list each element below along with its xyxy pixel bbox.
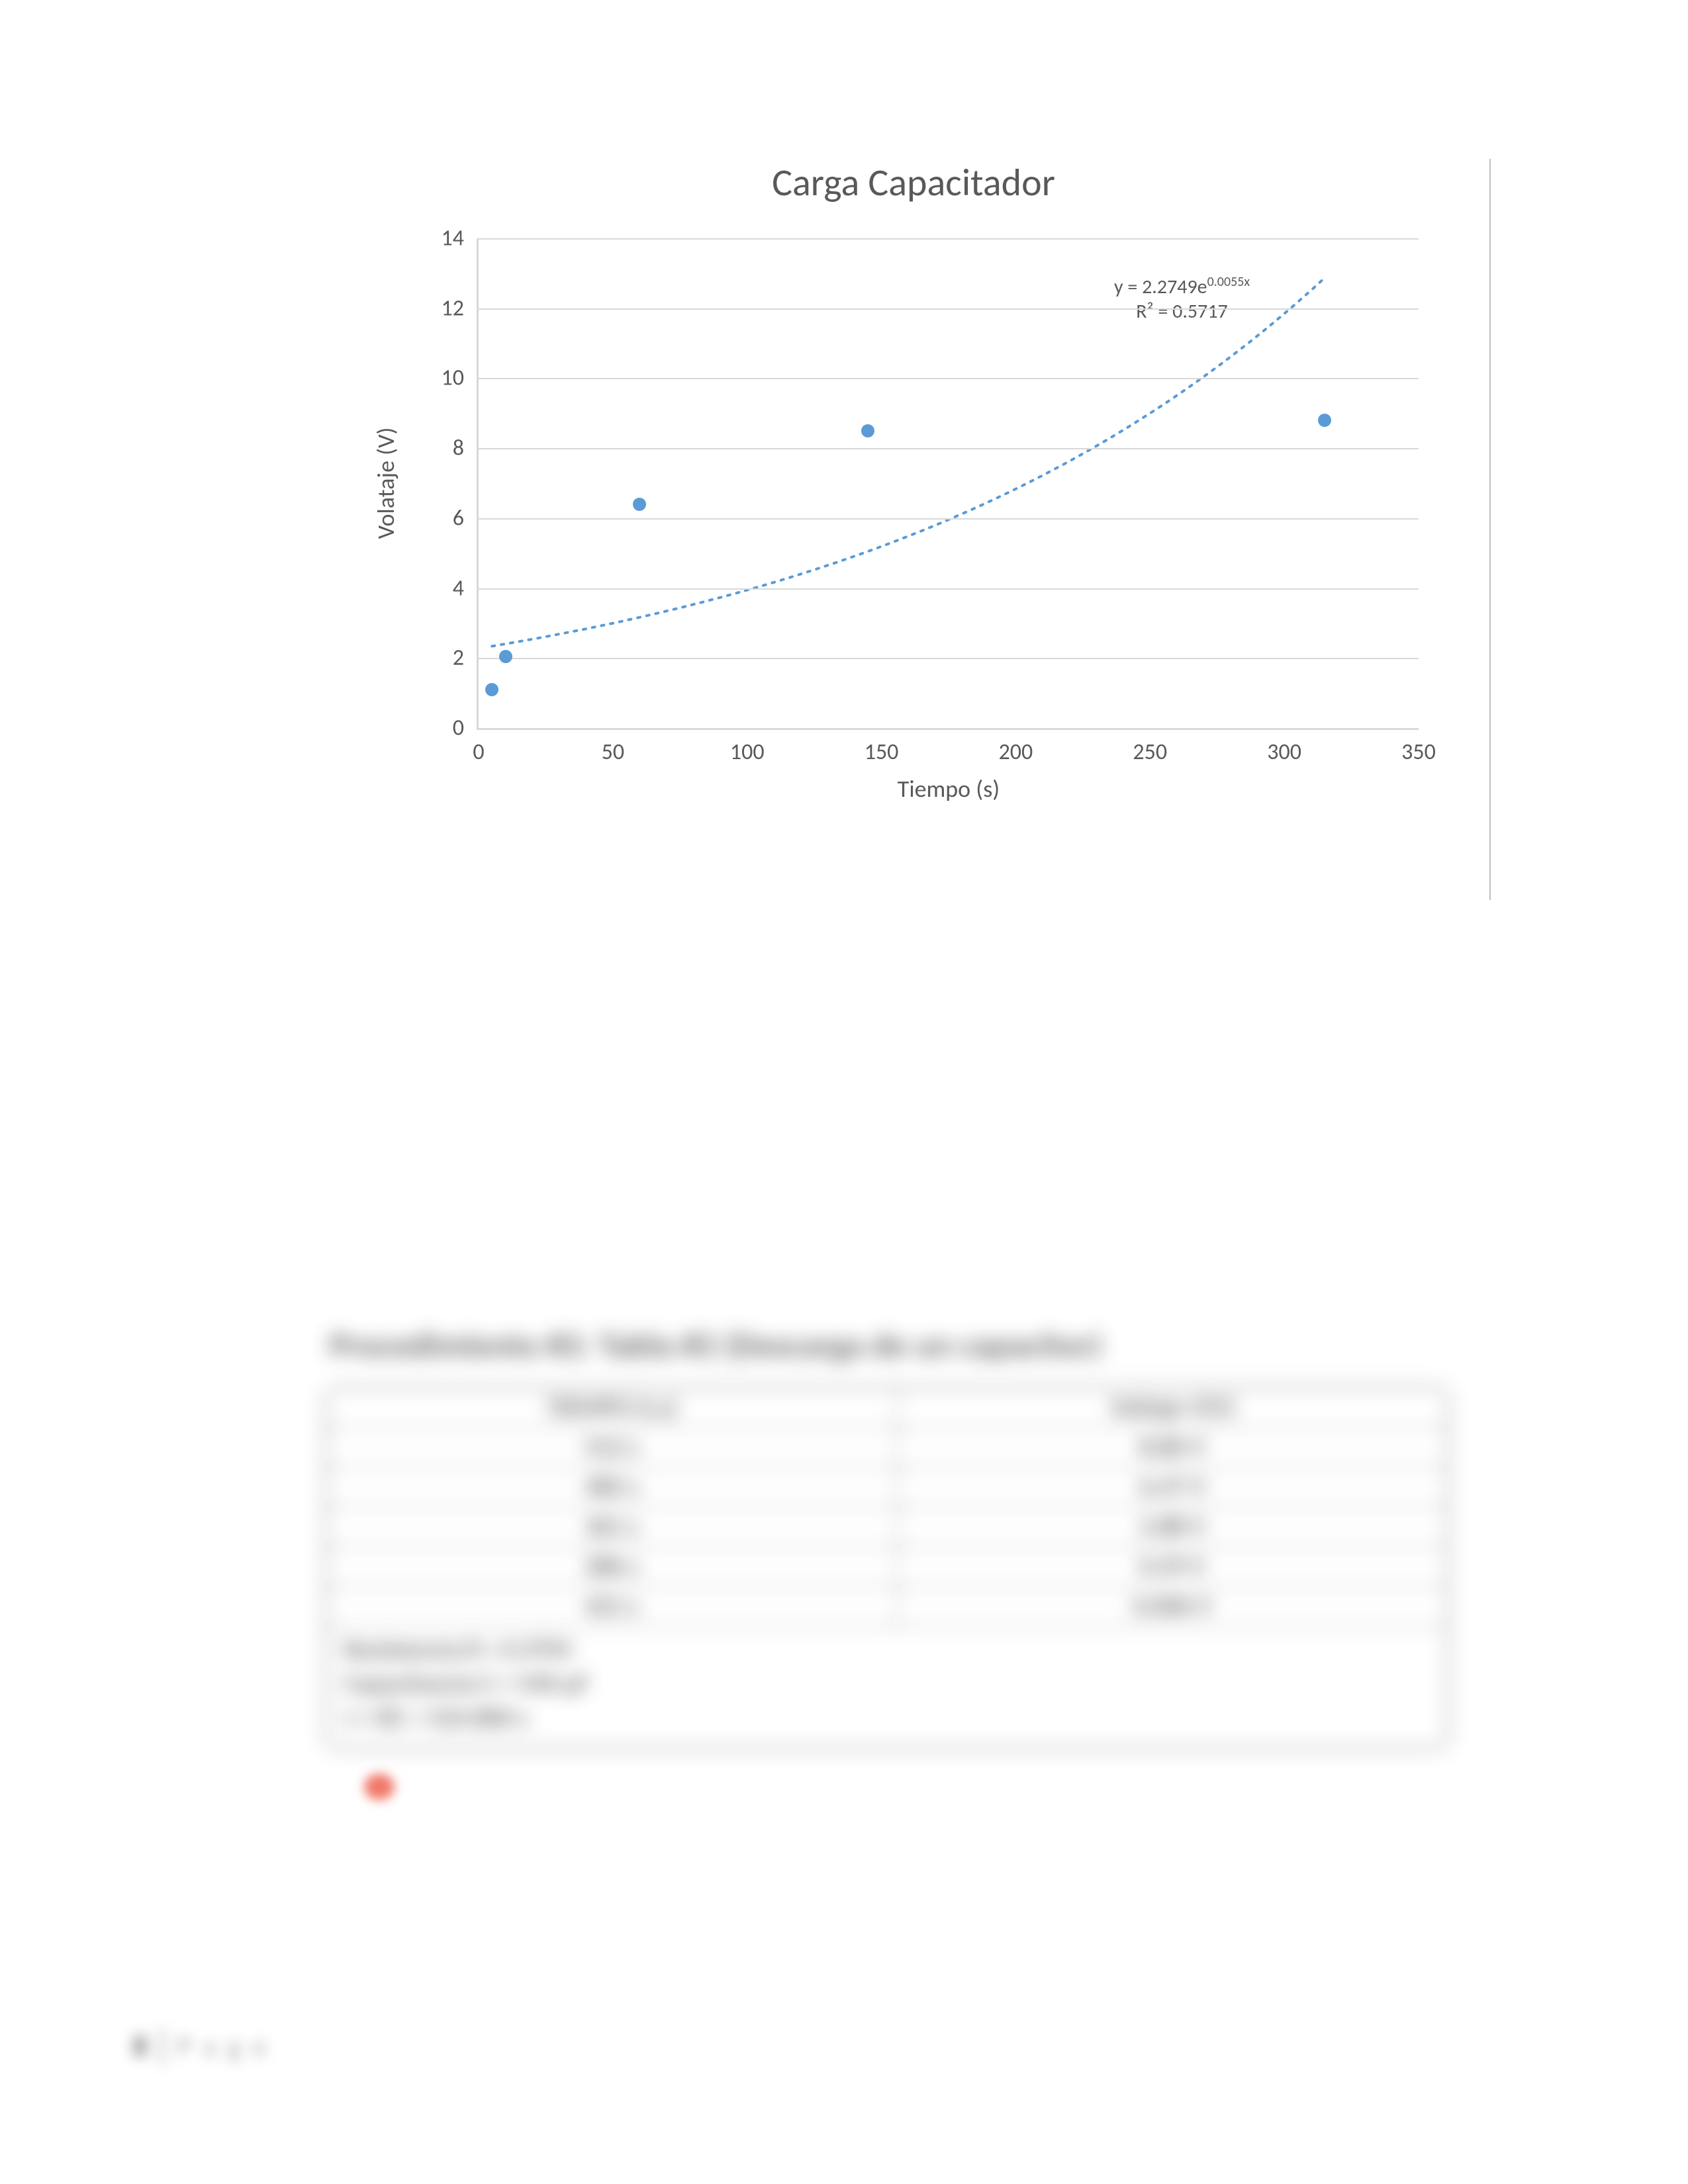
trend-eq-line2: R² = 0.5717 [1114, 299, 1250, 324]
footer-label: P a g e [177, 2030, 269, 2064]
page-number: 8 [132, 2028, 148, 2065]
y-tick-label: 2 [453, 645, 464, 672]
y-axis-title: Volataje (V) [371, 428, 400, 539]
table-row: 361 s2.88 V [326, 1507, 1448, 1547]
chart-right-border [1489, 159, 1491, 900]
trendline-equation: y = 2.2749e0.0055x R² = 0.5717 [1114, 274, 1250, 324]
table-cell: 6.47 V [897, 1467, 1448, 1507]
table-cell: 361 s [326, 1507, 897, 1547]
data-point [861, 424, 874, 437]
gridline [479, 658, 1419, 659]
table-row: 512 s8.80 V [326, 1428, 1448, 1467]
table-row: 482 s6.47 V [326, 1467, 1448, 1507]
trendline [479, 238, 1419, 728]
data-point [485, 683, 498, 696]
gridline [479, 518, 1419, 520]
y-tick-label: 6 [453, 504, 464, 531]
x-tick-label: 50 [602, 739, 624, 766]
x-tick-label: 100 [730, 739, 765, 766]
page: Carga Capacitador Volataje (V) y = 2.274… [0, 0, 1688, 2184]
table-header: Voltaje V(V) [897, 1388, 1448, 1428]
gridline [479, 378, 1419, 379]
x-tick-label: 350 [1401, 739, 1436, 766]
table-cell: 8.80 V [897, 1428, 1448, 1467]
x-tick-label: 200 [999, 739, 1033, 766]
blurred-heading: Procedimiento #2: Tabla #2 (Descarga de … [330, 1324, 1450, 1366]
plot-area: Volataje (V) y = 2.2749e0.0055x R² = 0.5… [477, 238, 1419, 730]
y-tick-label: 4 [453, 574, 464, 602]
gridline [479, 308, 1419, 310]
y-tick-label: 12 [442, 295, 464, 322]
table-cell: 421 s [326, 1586, 897, 1626]
data-point [1318, 414, 1331, 427]
table-row: 286 s0.59 V [326, 1547, 1448, 1586]
trend-eq-prefix: y = 2.2749e [1114, 275, 1207, 299]
table-header: TIEMPO (t,s) [326, 1388, 897, 1428]
table-row: 421 s0.006 V [326, 1586, 1448, 1626]
table-cell: 286 s [326, 1547, 897, 1586]
y-tick-label: 14 [442, 225, 464, 252]
footer-divider [161, 2028, 164, 2064]
x-tick-label: 250 [1133, 739, 1167, 766]
x-tick-label: 150 [865, 739, 899, 766]
carga-capacitador-chart: Carga Capacitador Volataje (V) y = 2.274… [344, 159, 1483, 867]
red-marker-icon [364, 1774, 395, 1800]
blurred-table-footer: Resistencia R = 0.97MCapacitancia C = 54… [326, 1626, 1448, 1748]
table-cell: 0.59 V [897, 1547, 1448, 1586]
table-cell: 512 s [326, 1428, 897, 1467]
x-tick-label: 0 [473, 739, 484, 766]
y-tick-label: 0 [453, 715, 464, 742]
data-point [499, 650, 512, 663]
blurred-table-section: Procedimiento #2: Tabla #2 (Descarga de … [324, 1324, 1450, 1750]
trend-eq-exponent: 0.0055x [1207, 274, 1250, 290]
table-cell: 0.006 V [897, 1586, 1448, 1626]
x-axis-title: Tiempo (s) [479, 774, 1419, 803]
chart-title: Carga Capacitador [344, 159, 1483, 206]
gridline [479, 588, 1419, 590]
table-cell: 482 s [326, 1467, 897, 1507]
blurred-table: TIEMPO (t,s)Voltaje V(V) 512 s8.80 V482 … [324, 1386, 1450, 1750]
page-footer: 8 P a g e [132, 2028, 269, 2065]
gridline [479, 448, 1419, 449]
y-tick-label: 8 [453, 435, 464, 462]
table-cell: 2.88 V [897, 1507, 1448, 1547]
trend-eq-line1: y = 2.2749e0.0055x [1114, 274, 1250, 299]
y-tick-label: 10 [442, 365, 464, 392]
gridline [479, 238, 1419, 240]
x-tick-label: 300 [1267, 739, 1301, 766]
